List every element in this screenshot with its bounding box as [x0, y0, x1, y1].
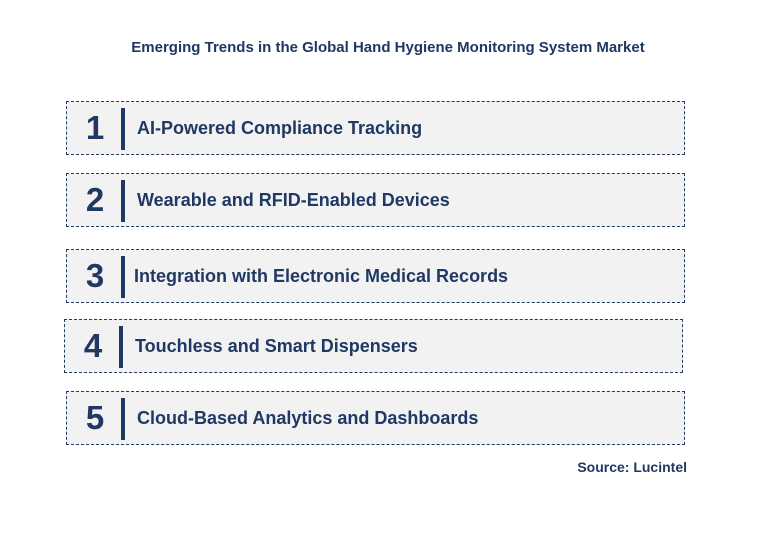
trend-item-2: 2 Wearable and RFID-Enabled Devices — [66, 173, 685, 227]
trend-item-1: 1 AI-Powered Compliance Tracking — [66, 101, 685, 155]
divider-bar — [121, 256, 125, 298]
trend-label: Integration with Electronic Medical Reco… — [134, 265, 509, 286]
trend-number: 1 — [85, 109, 105, 146]
divider-bar — [121, 108, 125, 150]
trend-item-4: 4 Touchless and Smart Dispensers — [64, 319, 683, 373]
trend-item-5: 5 Cloud-Based Analytics and Dashboards — [66, 391, 685, 445]
trend-number: 5 — [85, 399, 105, 436]
trend-number: 3 — [85, 257, 105, 294]
trend-number: 4 — [83, 327, 103, 364]
trend-label: AI-Powered Compliance Tracking — [137, 117, 423, 138]
source-note: Source: Lucintel — [577, 459, 687, 475]
trend-label: Wearable and RFID-Enabled Devices — [137, 189, 450, 210]
page-title: Emerging Trends in the Global Hand Hygie… — [131, 39, 645, 56]
divider-bar — [121, 398, 125, 440]
trend-item-3: 3 Integration with Electronic Medical Re… — [66, 249, 685, 303]
divider-bar — [119, 326, 123, 368]
trend-label: Cloud-Based Analytics and Dashboards — [137, 407, 479, 428]
divider-bar — [121, 180, 125, 222]
trend-number: 2 — [85, 181, 105, 218]
trend-label: Touchless and Smart Dispensers — [135, 335, 418, 356]
